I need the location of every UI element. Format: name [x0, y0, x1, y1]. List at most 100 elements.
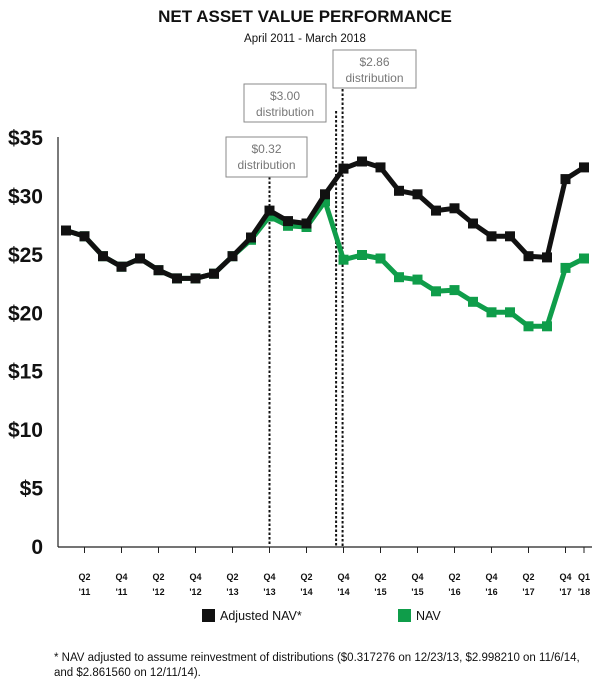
- data-point-nav: [542, 321, 552, 332]
- data-point-adjusted-nav: [394, 185, 404, 196]
- distribution-label: distribution: [345, 71, 403, 85]
- data-point-adjusted-nav: [449, 203, 460, 214]
- data-point-nav: [468, 296, 478, 307]
- data-point-adjusted-nav: [283, 216, 293, 227]
- data-point-nav: [375, 253, 386, 264]
- chart-axes: [57, 137, 592, 548]
- x-tick-label-year: '16: [485, 587, 497, 597]
- x-tick-label-quarter: Q4: [411, 572, 423, 582]
- data-point-adjusted-nav: [79, 231, 90, 242]
- data-point-nav: [338, 254, 349, 265]
- x-tick-label-quarter: Q2: [448, 572, 460, 582]
- chart-title: NET ASSET VALUE PERFORMANCE: [158, 7, 452, 26]
- data-point-adjusted-nav: [523, 251, 534, 262]
- x-tick-label-quarter: Q4: [189, 572, 201, 582]
- data-point-adjusted-nav: [431, 205, 441, 216]
- x-tick-label-year: '11: [79, 587, 91, 597]
- distribution-markers: [268, 89, 344, 546]
- y-tick-label: $15: [8, 361, 43, 384]
- data-point-adjusted-nav: [135, 253, 145, 264]
- data-point-adjusted-nav: [560, 174, 571, 185]
- data-point-adjusted-nav: [209, 268, 219, 279]
- data-point-adjusted-nav: [116, 261, 127, 272]
- chart-legend: Adjusted NAV* NAV: [202, 609, 441, 623]
- x-tick-label-year: '13: [226, 587, 238, 597]
- data-point-nav: [412, 274, 423, 285]
- x-tick-label-quarter: Q4: [485, 572, 497, 582]
- data-point-nav: [357, 250, 367, 260]
- data-point-adjusted-nav: [375, 162, 386, 173]
- x-tick-label-year: '17: [559, 587, 571, 597]
- data-point-adjusted-nav: [320, 189, 330, 200]
- y-tick-label: 0: [31, 536, 43, 559]
- data-point-nav: [264, 211, 275, 222]
- data-point-adjusted-nav: [412, 189, 423, 200]
- x-tick-label-quarter: Q1: [578, 572, 590, 582]
- y-tick-label: $30: [8, 185, 43, 208]
- x-tick-label-quarter: Q4: [337, 572, 349, 582]
- distribution-label: distribution: [256, 105, 314, 119]
- distribution-annotations: $0.32 distribution $3.00 distribution $2.86 d…: [225, 49, 417, 178]
- y-tick-label: $10: [8, 419, 43, 442]
- distribution-label: distribution: [237, 158, 295, 172]
- data-point-nav: [560, 262, 571, 273]
- x-tick-label-year: '15: [374, 587, 386, 597]
- data-point-nav: [449, 285, 460, 296]
- y-axis-tick-labels: 0 $5 $10 $15 $20 $25 $30 $35: [8, 127, 43, 559]
- data-point-adjusted-nav: [190, 273, 201, 284]
- y-tick-label: $20: [8, 302, 43, 325]
- y-tick-label: $5: [20, 478, 44, 501]
- distribution-amount: $0.32: [251, 142, 281, 156]
- data-point-adjusted-nav: [61, 225, 71, 236]
- x-tick-label-quarter: Q2: [226, 572, 238, 582]
- x-tick-label-quarter: Q2: [522, 572, 534, 582]
- data-point-adjusted-nav: [301, 218, 312, 229]
- x-tick-label-year: '12: [189, 587, 201, 597]
- x-tick-label-quarter: Q2: [78, 572, 90, 582]
- distribution-amount: $3.00: [270, 89, 300, 103]
- data-point-adjusted-nav: [338, 163, 349, 174]
- data-point-adjusted-nav: [98, 251, 108, 262]
- data-point-adjusted-nav: [227, 251, 238, 262]
- data-point-adjusted-nav: [264, 205, 275, 216]
- data-point-nav: [394, 272, 404, 283]
- x-tick-label-year: '12: [152, 587, 164, 597]
- data-point-nav: [505, 307, 515, 318]
- x-tick-label-quarter: Q4: [263, 572, 275, 582]
- data-point-adjusted-nav: [357, 156, 367, 167]
- x-tick-label-year: '15: [411, 587, 423, 597]
- x-tick-label-quarter: Q2: [152, 572, 164, 582]
- data-point-adjusted-nav: [153, 265, 164, 276]
- data-point-adjusted-nav: [542, 252, 552, 263]
- data-point-nav: [523, 321, 534, 332]
- y-tick-label: $35: [8, 127, 43, 150]
- data-point-adjusted-nav: [172, 273, 182, 284]
- data-series: [61, 156, 589, 332]
- distribution-annotation-box: [243, 83, 327, 123]
- y-tick-label: $25: [8, 244, 43, 267]
- distribution-annotation-box: [225, 136, 308, 178]
- legend-label-nav: NAV: [416, 609, 441, 623]
- legend-swatch-adjusted-nav: [202, 609, 215, 622]
- x-tick-label-year: '11: [116, 587, 128, 597]
- data-point-nav: [320, 196, 330, 207]
- data-point-nav: [486, 307, 497, 318]
- data-point-nav: [431, 286, 441, 297]
- x-tick-label-year: '16: [448, 587, 460, 597]
- x-tick-label-year: '14: [337, 587, 349, 597]
- x-tick-label-quarter: Q2: [374, 572, 386, 582]
- chart-subtitle: April 2011 - March 2018: [244, 33, 366, 45]
- distribution-annotation-box: [332, 49, 417, 89]
- distribution-amount: $2.86: [359, 55, 389, 69]
- legend-label-adjusted-nav: Adjusted NAV*: [220, 609, 302, 623]
- data-point-nav: [579, 253, 589, 264]
- data-point-adjusted-nav: [246, 232, 256, 243]
- data-point-adjusted-nav: [579, 162, 589, 173]
- data-point-adjusted-nav: [468, 218, 478, 229]
- x-tick-label-quarter: Q2: [300, 572, 312, 582]
- x-tick-label-year: '18: [578, 587, 590, 597]
- data-point-adjusted-nav: [505, 231, 515, 242]
- footnote: * NAV adjusted to assume reinvestment of…: [54, 652, 580, 679]
- x-tick-label-year: '13: [263, 587, 275, 597]
